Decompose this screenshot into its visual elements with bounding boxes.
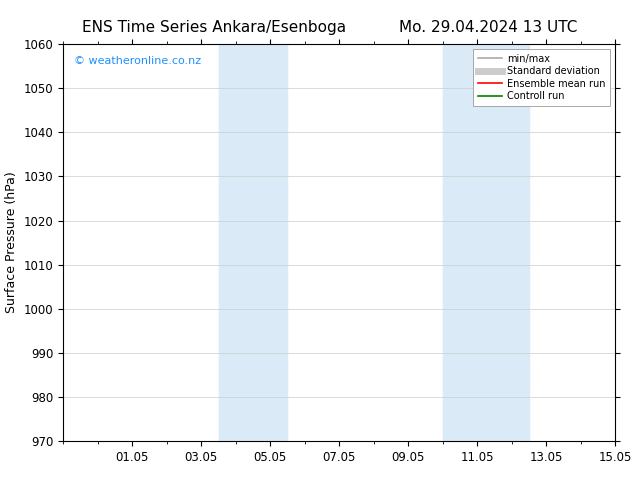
Bar [443,44,529,441]
Y-axis label: Surface Pressure (hPa): Surface Pressure (hPa) [5,172,18,314]
Text: ENS Time Series Ankara/Esenboga: ENS Time Series Ankara/Esenboga [82,20,347,35]
Legend: min/max, Standard deviation, Ensemble mean run, Controll run: min/max, Standard deviation, Ensemble me… [473,49,610,106]
Bar [219,44,287,441]
Text: © weatheronline.co.nz: © weatheronline.co.nz [74,56,202,66]
Text: Mo. 29.04.2024 13 UTC: Mo. 29.04.2024 13 UTC [399,20,578,35]
